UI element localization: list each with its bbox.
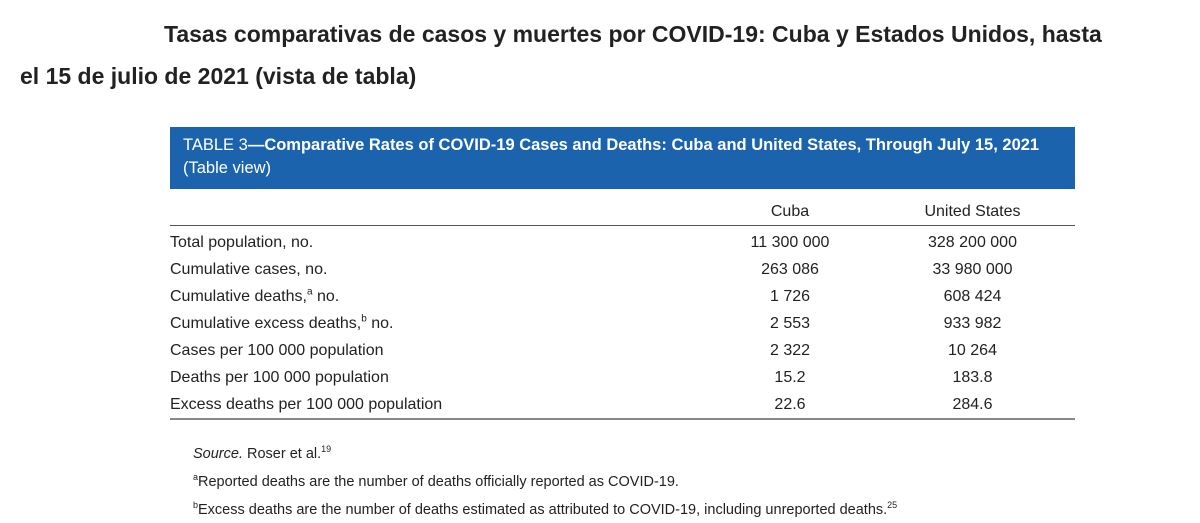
- table-row: Excess deaths per 100 000 population 22.…: [170, 391, 1075, 420]
- row-label-text: Deaths per 100 000 population: [170, 368, 389, 386]
- cell-united-states: 933 982: [943, 314, 1002, 332]
- row-label-text: Cases per 100 000 population: [170, 341, 384, 359]
- page-heading-line-1: Tasas comparativas de casos y muertes po…: [164, 21, 1102, 47]
- row-label: Cumulative cases, no.: [170, 256, 710, 283]
- column-header-cuba: Cuba: [710, 199, 870, 226]
- footnote-b-text: Excess deaths are the number of deaths e…: [198, 502, 888, 518]
- cell-cuba: 2 553: [769, 314, 811, 332]
- page-heading: Tasas comparativas de casos y muertes po…: [20, 13, 1200, 97]
- row-label-text: Total population, no.: [170, 233, 314, 251]
- row-label: Excess deaths per 100 000 population: [170, 391, 710, 420]
- table-row: Cumulative excess deaths,b no. 2 553 933…: [170, 310, 1075, 337]
- table-caption-title: —Comparative Rates of COVID-19 Cases and…: [247, 136, 1040, 154]
- footnote-a: aReported deaths are the number of death…: [193, 472, 897, 500]
- cell-cuba: 22.6: [710, 391, 870, 420]
- row-label-suffix: no.: [312, 287, 340, 305]
- cell-united-states: 183.8: [952, 368, 993, 386]
- cell-united-states: 328 200 000: [928, 233, 1017, 251]
- row-label-text: Excess deaths per 100 000 population: [170, 395, 443, 413]
- source-note: Source. Roser et al.19: [193, 444, 897, 472]
- row-label-text: Cumulative excess deaths,: [170, 314, 362, 332]
- source-reference: 19: [321, 444, 332, 455]
- cell-cuba: 263 086: [761, 260, 819, 278]
- table-row: Cases per 100 000 population 2 322 10 26…: [170, 337, 1075, 364]
- table-row: Cumulative cases, no. 263 086 33 980 000: [170, 256, 1075, 283]
- column-header-united-states: United States: [870, 199, 1075, 226]
- table-row: Deaths per 100 000 population 15.2 183.8: [170, 364, 1075, 391]
- footnote-b: bExcess deaths are the number of deaths …: [193, 500, 897, 523]
- table-notes: Source. Roser et al.19 aReported deaths …: [193, 444, 897, 523]
- row-label-text: Cumulative cases, no.: [170, 260, 328, 278]
- cell-cuba: 2 322: [769, 341, 811, 359]
- footnote-marker: b: [361, 313, 367, 325]
- source-text: Roser et al.: [242, 446, 322, 462]
- row-label: Cumulative deaths,a no.: [170, 283, 710, 310]
- row-label-text: Cumulative deaths,: [170, 287, 307, 305]
- page-heading-line-2: el 15 de julio de 2021 (vista de tabla): [20, 63, 417, 89]
- cell-united-states: 284.6: [870, 391, 1075, 420]
- row-label: Total population, no.: [170, 226, 710, 257]
- row-label: Deaths per 100 000 population: [170, 364, 710, 391]
- row-label-suffix: no.: [366, 314, 394, 332]
- row-label: Cases per 100 000 population: [170, 337, 710, 364]
- row-label: Cumulative excess deaths,b no.: [170, 310, 710, 337]
- table-row: Total population, no. 11 300 000 328 200…: [170, 226, 1075, 257]
- cell-united-states: 10 264: [948, 341, 997, 359]
- table-header-row: Cuba United States: [170, 199, 1075, 226]
- cell-cuba: 1 726: [769, 287, 811, 305]
- footnote-a-text: Reported deaths are the number of deaths…: [198, 474, 679, 490]
- footnote-marker: a: [306, 286, 313, 298]
- cell-united-states: 608 424: [943, 287, 1002, 305]
- column-header-label: [170, 199, 710, 226]
- table-caption-label: TABLE 3: [183, 136, 248, 154]
- table-figure: TABLE 3—Comparative Rates of COVID-19 Ca…: [170, 127, 1075, 420]
- cell-united-states: 33 980 000: [932, 260, 1013, 278]
- cell-cuba: 11 300 000: [750, 233, 830, 251]
- source-label: Source.: [193, 446, 243, 462]
- footnote-b-marker: b: [193, 500, 199, 511]
- footnote-b-reference: 25: [887, 500, 898, 511]
- table-caption: TABLE 3—Comparative Rates of COVID-19 Ca…: [170, 127, 1075, 189]
- data-table: Cuba United States Total population, no.…: [170, 199, 1075, 420]
- footnote-a-marker: a: [193, 472, 199, 483]
- cell-cuba: 15.2: [774, 368, 806, 386]
- table-caption-view: (Table view): [183, 159, 272, 177]
- table-row: Cumulative deaths,a no. 1 726 608 424: [170, 283, 1075, 310]
